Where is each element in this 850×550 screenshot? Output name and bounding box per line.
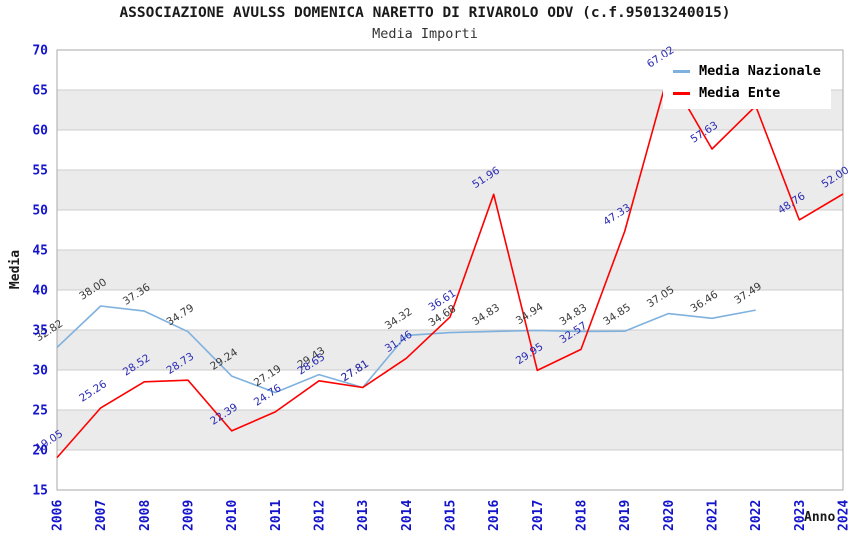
data-label: 34.32 bbox=[383, 306, 415, 332]
series-line-media-nazionale bbox=[56, 305, 756, 394]
x-tick-label: 2009 bbox=[182, 500, 197, 531]
legend-item-media-nazionale: Media Nazionale bbox=[673, 60, 821, 82]
y-tick-label: 70 bbox=[32, 44, 48, 59]
x-tick-label: 2008 bbox=[138, 500, 153, 531]
x-tick-label: 2007 bbox=[94, 500, 109, 531]
y-tick-label: 15 bbox=[32, 484, 48, 499]
legend: Media Nazionale Media Ente bbox=[663, 57, 831, 109]
y-tick-label: 30 bbox=[32, 364, 48, 379]
data-label: 34.79 bbox=[164, 302, 196, 328]
x-tick-label: 2012 bbox=[313, 500, 328, 531]
data-label: 34.85 bbox=[601, 301, 633, 327]
x-tick-label: 2019 bbox=[618, 500, 633, 531]
media-ente-line-swatch bbox=[673, 91, 690, 95]
y-tick-label: 35 bbox=[32, 324, 48, 339]
plot-band bbox=[57, 410, 843, 450]
y-tick-label: 20 bbox=[32, 444, 48, 459]
x-tick-label: 2020 bbox=[662, 500, 677, 531]
y-tick-label: 55 bbox=[32, 164, 48, 179]
plot-band bbox=[57, 330, 843, 370]
plot-band bbox=[57, 250, 843, 290]
chart-title: ASSOCIAZIONE AVULSS DOMENICA NARETTO DI … bbox=[119, 5, 731, 21]
legend-label-media-ente: Media Ente bbox=[699, 85, 781, 101]
legend-label-media-nazionale: Media Nazionale bbox=[699, 63, 821, 79]
x-tick-label: 2023 bbox=[793, 500, 808, 531]
chart-subtitle: Media Importi bbox=[372, 26, 478, 42]
x-tick-label: 2022 bbox=[749, 500, 764, 531]
x-tick-label: 2015 bbox=[444, 500, 459, 531]
x-tick-label: 2021 bbox=[706, 500, 721, 531]
y-tick-label: 25 bbox=[32, 404, 48, 419]
x-tick-label: 2006 bbox=[51, 500, 66, 531]
x-tick-label: 2018 bbox=[575, 500, 590, 531]
data-label: 25.26 bbox=[77, 378, 109, 405]
y-tick-label: 60 bbox=[32, 124, 48, 139]
x-tick-label: 2016 bbox=[487, 500, 502, 531]
x-axis-label: Anno bbox=[804, 510, 836, 525]
data-label: 36.46 bbox=[688, 288, 720, 315]
x-tick-label: 2014 bbox=[400, 500, 415, 531]
x-tick-label: 2017 bbox=[531, 500, 546, 531]
data-label: 34.94 bbox=[514, 301, 546, 328]
y-tick-label: 45 bbox=[32, 244, 48, 259]
x-tick-label: 2024 bbox=[837, 500, 850, 531]
y-tick-label: 50 bbox=[32, 204, 48, 219]
legend-item-media-ente: Media Ente bbox=[673, 82, 821, 104]
data-label: 34.83 bbox=[470, 302, 502, 328]
x-tick-label: 2013 bbox=[356, 500, 371, 531]
y-axis-label: Media bbox=[8, 249, 24, 290]
plot-border bbox=[56, 49, 844, 491]
plot-band bbox=[57, 170, 843, 210]
y-tick-label: 40 bbox=[32, 284, 48, 299]
y-tick-label: 65 bbox=[32, 84, 48, 99]
media-nazionale-line-swatch bbox=[673, 69, 690, 73]
series-line-media-ente bbox=[56, 73, 844, 459]
x-tick-label: 2010 bbox=[225, 500, 240, 531]
x-tick-label: 2011 bbox=[269, 500, 284, 531]
